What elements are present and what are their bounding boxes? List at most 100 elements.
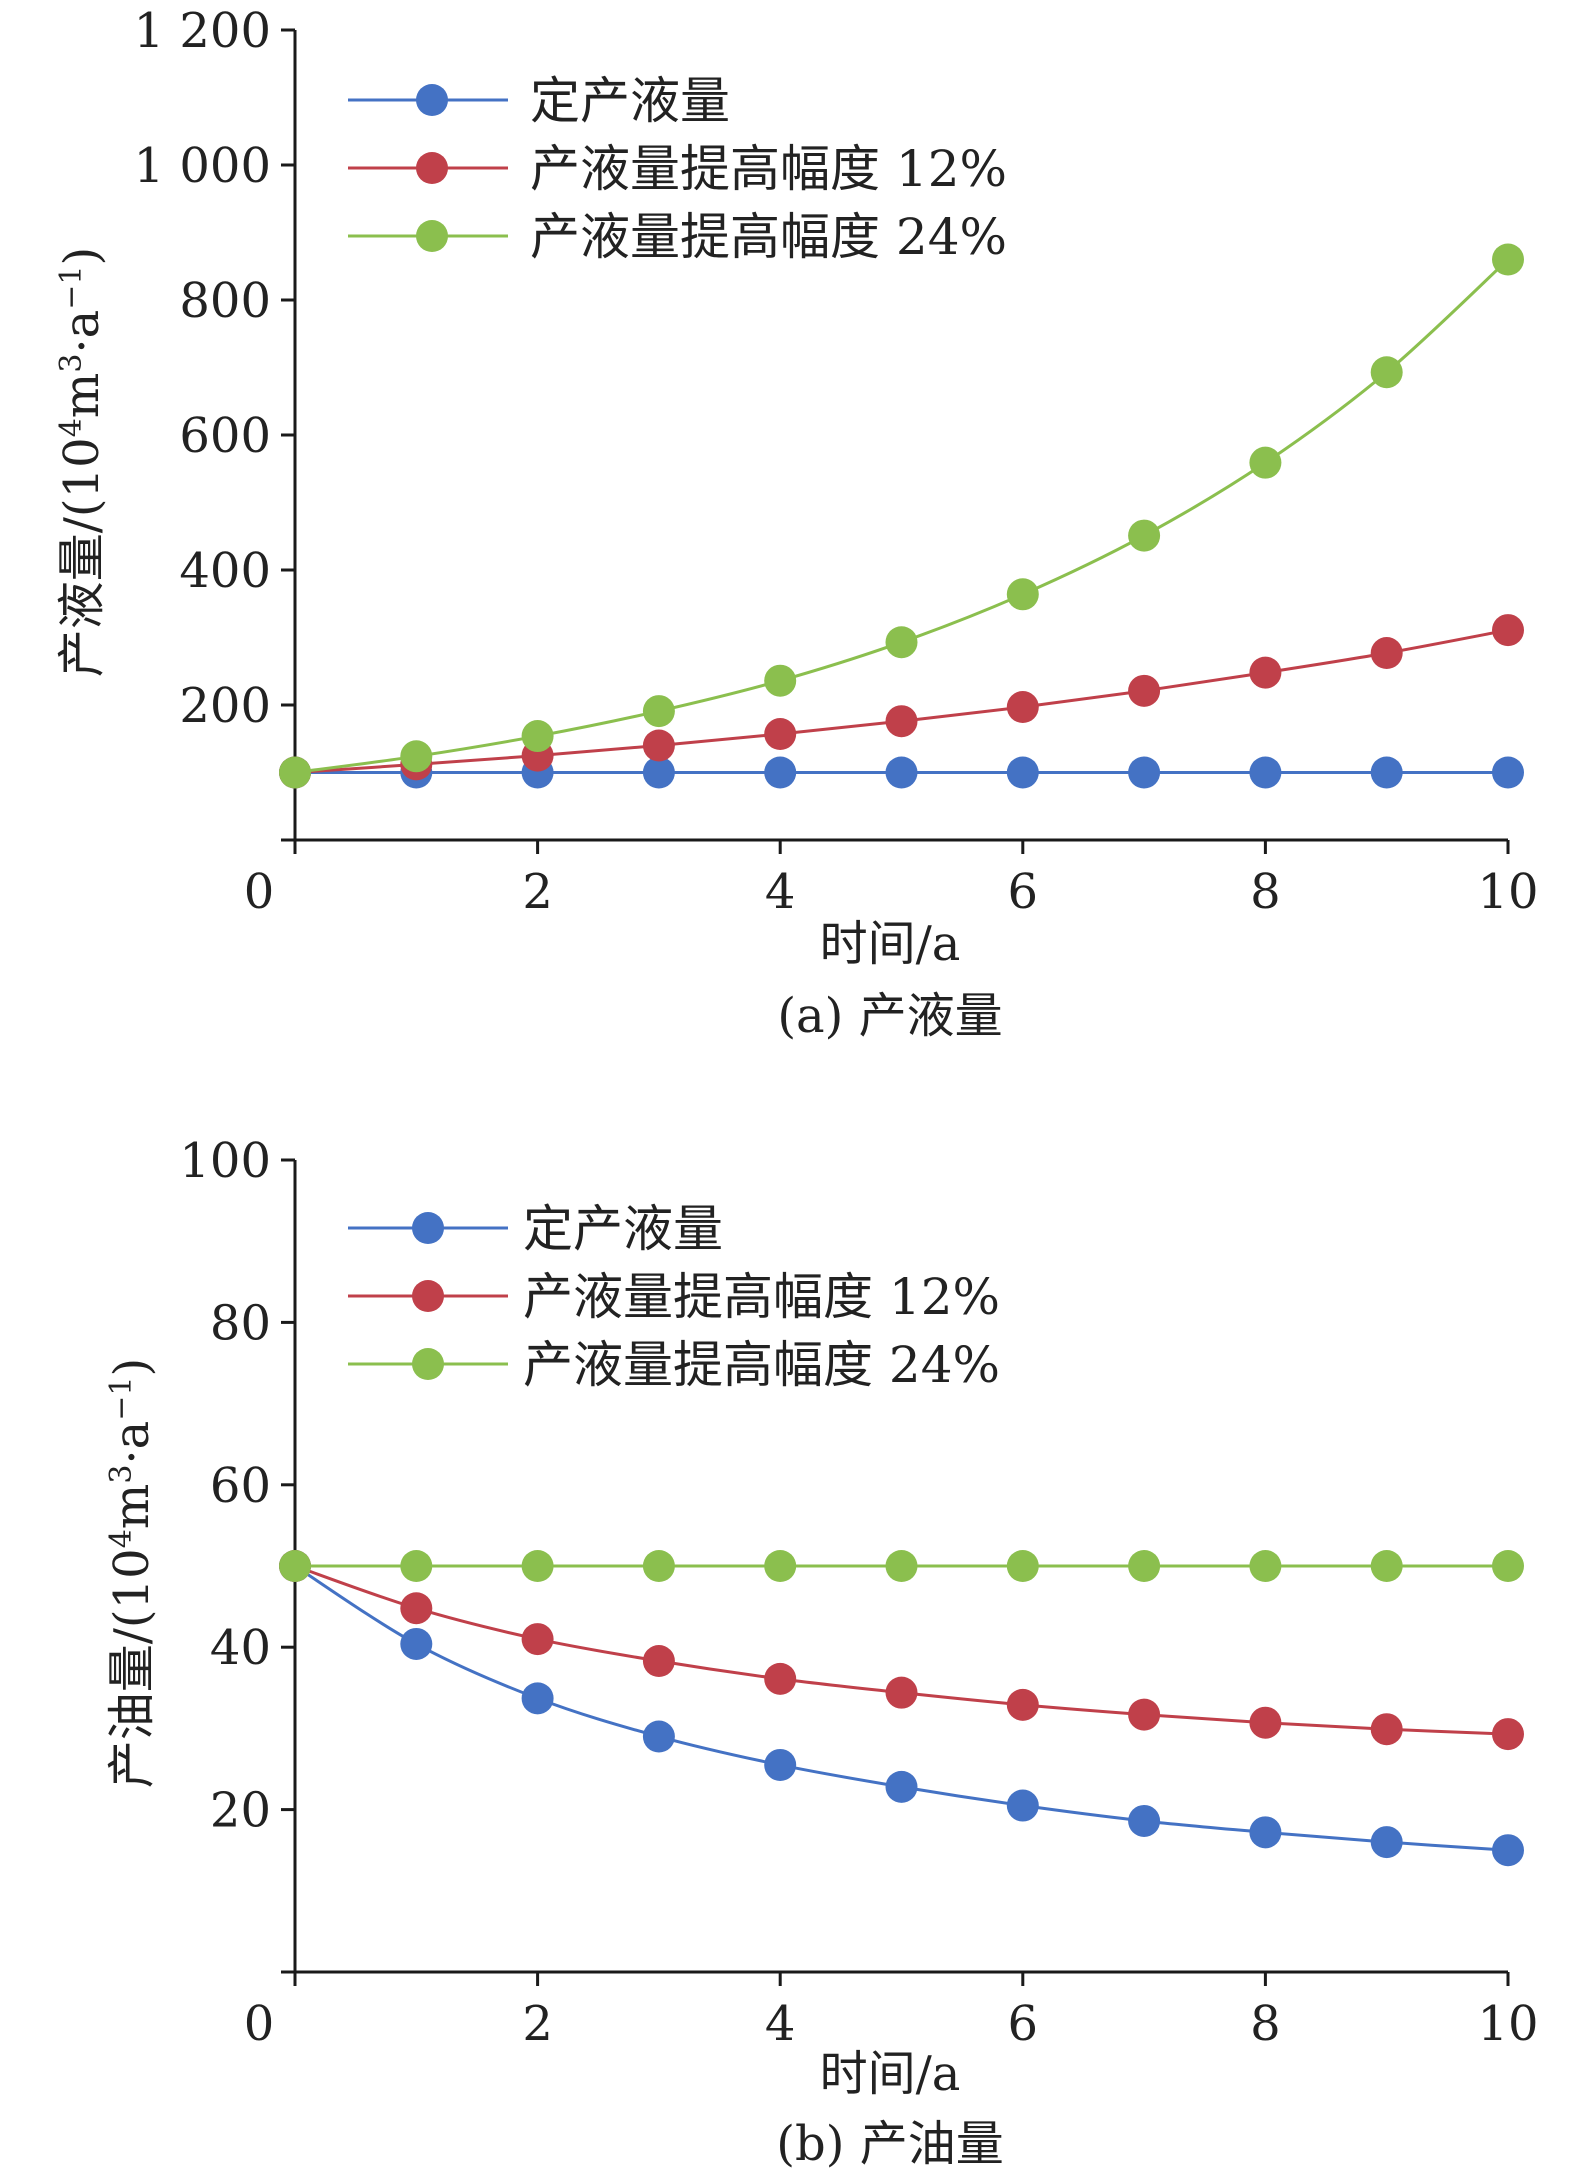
panel-a-y-axis-title: 产液量/(104m3·a−1) [54,247,111,678]
panel-a-y-tick-label: 400 [179,543,271,599]
panel-b-series-2 [279,1550,1524,1582]
panel-a-data-point [1249,446,1282,479]
panel-b-legend-item: 产液量提高幅度 12% [348,1268,1000,1326]
panel-b-data-point [764,1550,797,1582]
panel-a-data-point [1128,674,1161,707]
panel-b-data-point [885,1676,918,1709]
panel-b-data-point [1006,1789,1039,1822]
panel-a-data-point [1249,756,1282,789]
panel-b-legend-marker [412,1348,444,1380]
panel-a-liquid-production-chart: 200 400 600 800 1 000 1 200 0 2 4 6 8 10 产液量/(104m3… [54,3,1539,1044]
panel-b-data-point [400,1592,433,1625]
panel-a-y-tick-label: 600 [179,408,271,464]
panel-b-data-point [885,1770,918,1803]
panel-a-x-tick-label: 6 [1008,864,1039,920]
panel-b-x-tick-label: 10 [1477,1996,1538,2052]
panel-b-y-tick-label: 20 [210,1783,271,1839]
panel-a-data-point [885,705,918,738]
panel-a-data-point [1370,756,1403,789]
panel-a-data-point [764,756,797,789]
panel-b-data-point [1492,1550,1524,1582]
panel-a-x-tick-label: 10 [1477,864,1538,920]
panel-b-caption: (b) 产油量 [776,2116,1003,2169]
panel-a-y-tick-label: 1 200 [134,3,271,59]
panel-a-legend-marker [416,220,448,252]
panel-a-data-point [764,718,797,751]
panel-b-data-point [1128,1550,1161,1582]
panel-b-data-point [1492,1718,1524,1751]
panel-b-data-point [1006,1688,1039,1721]
panel-b-data-point [1006,1550,1039,1582]
panel-a-legend-label: 产液量提高幅度 24% [530,208,1007,266]
panel-a-data-point [1006,691,1039,724]
panel-a-data-point [885,626,918,659]
panel-b-x-tick-label: 8 [1250,1996,1281,2052]
panel-a-data-point [1128,756,1161,789]
panel-b-data-point [642,1550,675,1582]
panel-a-axes: 200 400 600 800 1 000 1 200 0 2 4 6 8 10 [134,3,1539,920]
panel-b-data-point [1370,1826,1403,1859]
panel-a-y-tick-label: 200 [179,678,271,734]
panel-a-x-tick-label: 8 [1250,864,1281,920]
panel-b-x-tick-label: 6 [1008,1996,1039,2052]
panel-b-data-point [1492,1834,1524,1867]
panel-a-data-point [642,695,675,728]
panel-b-legend-label: 产液量提高幅度 12% [523,1268,1000,1326]
panel-a-data-point [1128,519,1161,552]
panel-a-data-point [521,720,554,753]
panel-b-y-tick-label: 80 [210,1295,271,1351]
panel-b-legend-label: 定产液量 [523,1200,723,1258]
panel-b-data-point [279,1550,311,1582]
panel-a-data-point [279,756,311,789]
panel-a-data-point [1492,756,1524,789]
panel-b-data-point [764,1662,797,1695]
panel-b-data-point [1128,1804,1161,1837]
panel-a-y-tick-label: 800 [179,273,271,329]
panel-b-y-tick-label: 100 [179,1133,271,1189]
panel-b-data-point [764,1748,797,1781]
panel-a-legend-marker [416,152,448,184]
panel-b-series-1 [279,1550,1524,1751]
panel-b-data-point [1370,1713,1403,1746]
panel-a-data-point [1492,243,1524,276]
panel-b-x-tick-label: 4 [765,1996,796,2052]
panel-a-x-tick-label: 2 [522,864,553,920]
panel-a-legend-marker [416,84,448,116]
panel-a-legend-label: 产液量提高幅度 12% [530,140,1007,198]
panel-b-data-point [521,1550,554,1582]
panel-b-data-point [642,1645,675,1678]
panel-a-data-point [1492,614,1524,647]
panel-b-legend-item: 产液量提高幅度 24% [348,1336,1000,1394]
panel-a-data-point [642,756,675,789]
panel-a-series-2 [279,243,1524,789]
panel-a-legend-label: 定产液量 [530,72,730,130]
panel-a-caption: (a) 产液量 [777,988,1002,1044]
panel-b-legend-label: 产液量提高幅度 24% [523,1336,1000,1394]
panel-a-data-point [1249,656,1282,689]
panel-b-data-point [1128,1698,1161,1731]
panel-b-x-tick-label: 0 [244,1996,275,2052]
panel-a-legend-item: 产液量提高幅度 12% [348,140,1007,198]
panel-b-data-point [1249,1816,1282,1849]
panel-a-legend-item: 定产液量 [348,72,730,130]
panel-a-x-axis-title: 时间/a [820,916,961,972]
panel-b-data-point [885,1550,918,1582]
panel-a-series-0 [279,756,1524,789]
panel-b-data-point [1370,1550,1403,1582]
panel-a-x-tick-label: 0 [244,864,275,920]
panel-b-data-point [1249,1550,1282,1582]
panel-a-x-tick-label: 4 [765,864,796,920]
panel-a-y-tick-label: 1 000 [134,138,271,194]
panel-b-data-point [1249,1706,1282,1739]
panel-b-x-tick-label: 2 [522,1996,553,2052]
panel-a-data-point [642,729,675,762]
panel-a-data-point [1370,637,1403,670]
panel-a-data-point [400,740,433,773]
panel-a-data-point [1006,578,1039,611]
panel-a-data-point [764,664,797,697]
